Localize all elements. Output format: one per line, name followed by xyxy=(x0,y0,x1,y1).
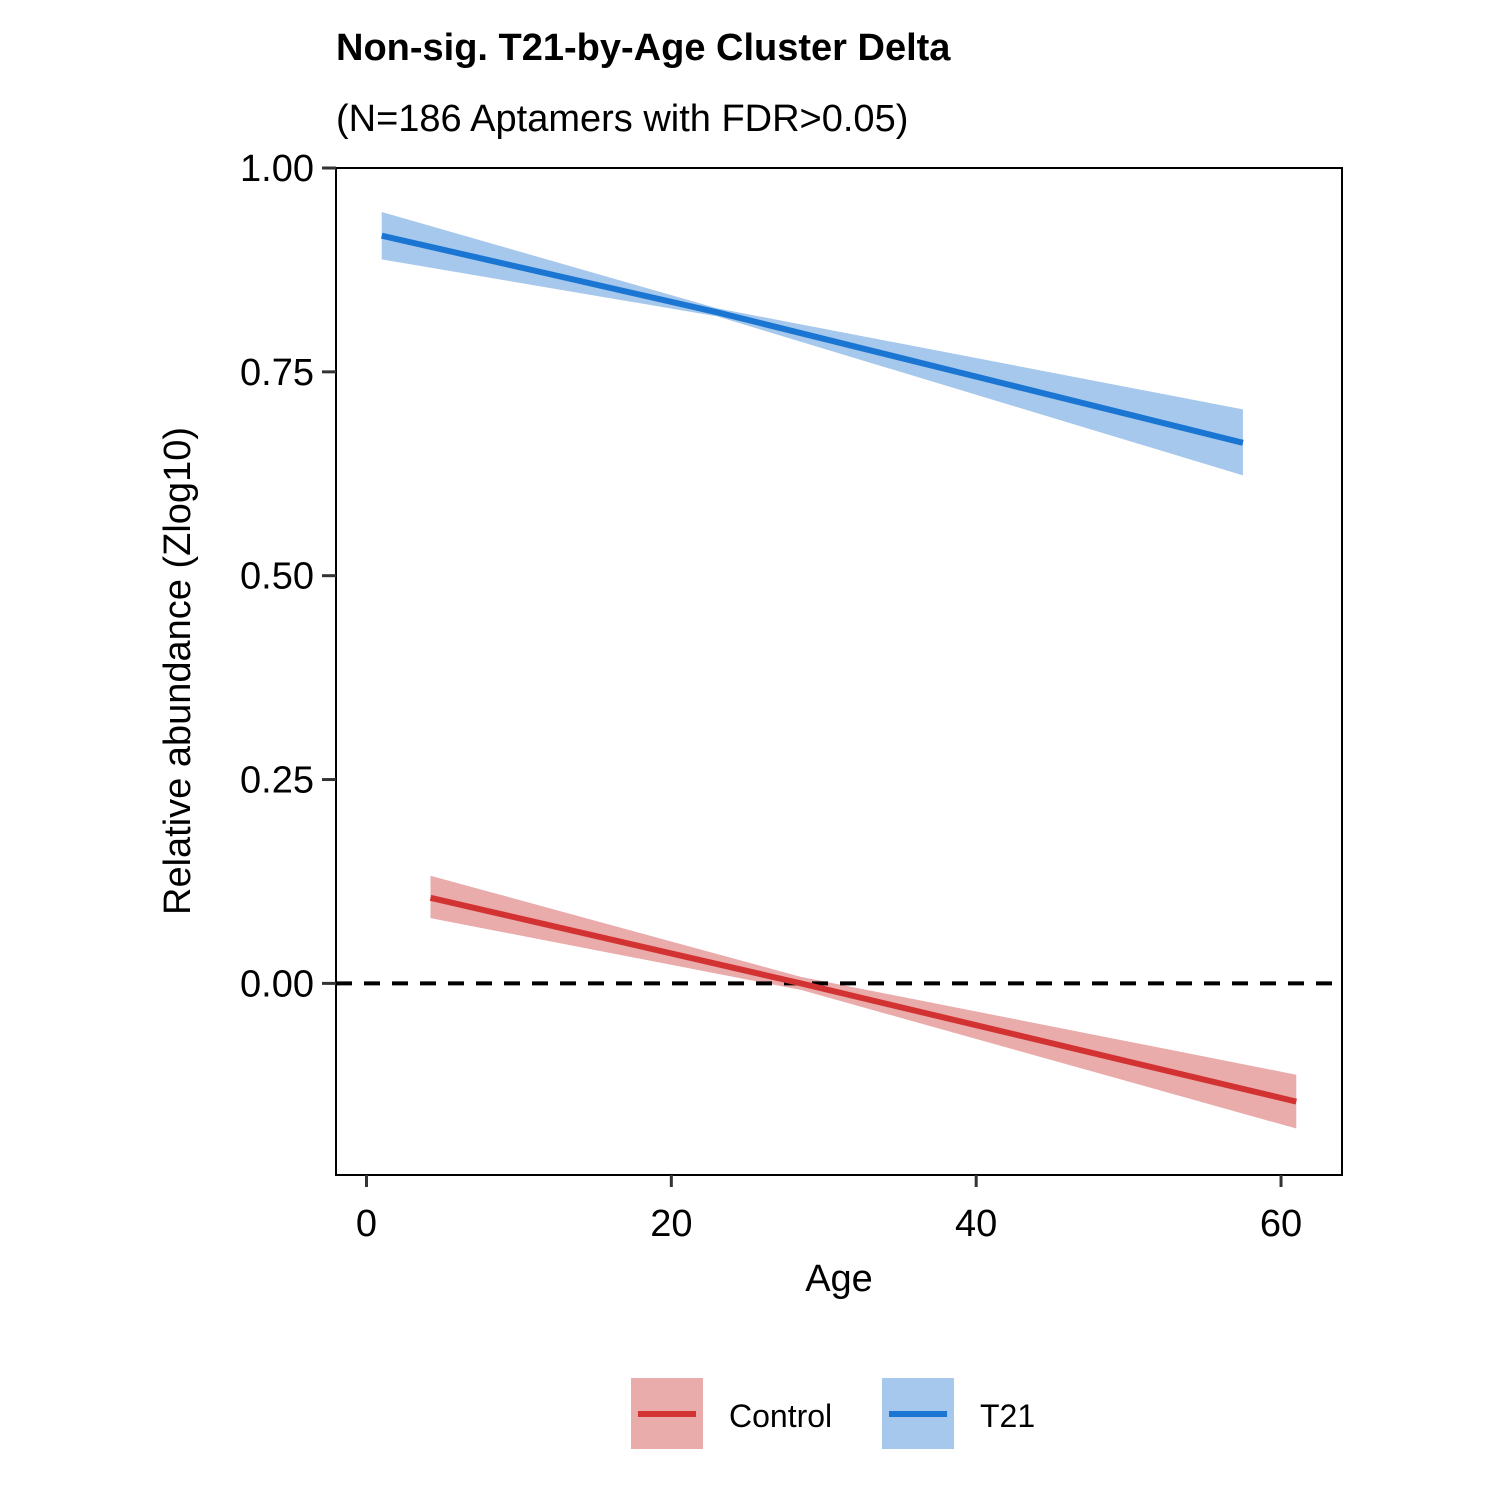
y-axis: 0.00 0.25 0.50 0.75 1.00 xyxy=(240,148,336,1005)
y-tick-label: 0.75 xyxy=(240,352,314,394)
legend: Control T21 xyxy=(631,1378,1035,1449)
series-line-control xyxy=(429,894,1297,1105)
y-tick-label: 0.00 xyxy=(240,963,314,1005)
chart-subtitle: (N=186 Aptamers with FDR>0.05) xyxy=(336,98,908,140)
y-axis-title: Relative abundance (Zlog10) xyxy=(157,427,199,915)
y-tick-label: 0.25 xyxy=(240,760,314,802)
x-tick-label: 40 xyxy=(955,1203,997,1245)
y-tick-label: 0.50 xyxy=(240,556,314,598)
y-tick-label: 1.00 xyxy=(240,148,314,190)
x-axis: 0 20 40 60 xyxy=(356,1175,1302,1245)
x-axis-title: Age xyxy=(805,1258,873,1300)
confidence-bands xyxy=(381,212,1297,1129)
confidence-band-control xyxy=(430,875,1297,1129)
x-tick-label: 0 xyxy=(356,1203,377,1245)
chart-title: Non-sig. T21-by-Age Cluster Delta xyxy=(336,27,951,69)
x-tick-label: 60 xyxy=(1260,1203,1302,1245)
legend-label-control: Control xyxy=(729,1398,832,1434)
x-tick-label: 20 xyxy=(650,1203,692,1245)
legend-label-t21: T21 xyxy=(980,1398,1035,1434)
plot-panel-border xyxy=(335,167,1343,1176)
confidence-band-t21 xyxy=(381,212,1243,476)
series-lines xyxy=(381,232,1297,1105)
series-line-t21 xyxy=(381,232,1244,446)
